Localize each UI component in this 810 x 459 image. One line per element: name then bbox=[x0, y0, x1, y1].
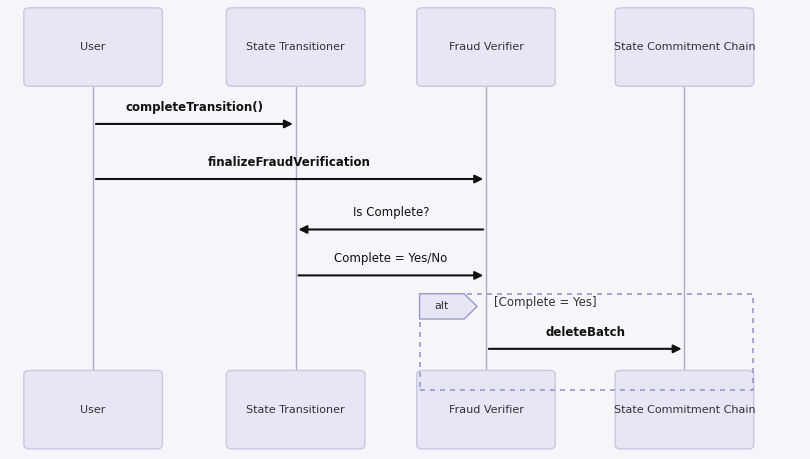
Text: State Commitment Chain: State Commitment Chain bbox=[614, 405, 755, 414]
FancyBboxPatch shape bbox=[226, 8, 364, 86]
FancyBboxPatch shape bbox=[24, 370, 162, 449]
Text: Complete = Yes/No: Complete = Yes/No bbox=[335, 252, 447, 265]
Text: Fraud Verifier: Fraud Verifier bbox=[449, 405, 523, 414]
Text: User: User bbox=[80, 405, 106, 414]
Text: Fraud Verifier: Fraud Verifier bbox=[449, 42, 523, 52]
FancyBboxPatch shape bbox=[616, 8, 753, 86]
Text: deleteBatch: deleteBatch bbox=[545, 326, 625, 339]
Bar bbox=[420, 294, 753, 390]
Text: State Transitioner: State Transitioner bbox=[246, 405, 345, 414]
FancyBboxPatch shape bbox=[226, 370, 364, 449]
Text: Is Complete?: Is Complete? bbox=[352, 207, 429, 219]
Text: State Transitioner: State Transitioner bbox=[246, 42, 345, 52]
Text: User: User bbox=[80, 42, 106, 52]
Text: State Commitment Chain: State Commitment Chain bbox=[614, 42, 755, 52]
FancyBboxPatch shape bbox=[24, 8, 162, 86]
Polygon shape bbox=[420, 294, 477, 319]
Text: [Complete = Yes]: [Complete = Yes] bbox=[494, 297, 597, 309]
Text: completeTransition(): completeTransition() bbox=[126, 101, 263, 114]
FancyBboxPatch shape bbox=[616, 370, 753, 449]
FancyBboxPatch shape bbox=[416, 370, 556, 449]
Text: finalizeFraudVerification: finalizeFraudVerification bbox=[208, 156, 371, 169]
Text: alt: alt bbox=[435, 302, 449, 311]
FancyBboxPatch shape bbox=[416, 8, 556, 86]
